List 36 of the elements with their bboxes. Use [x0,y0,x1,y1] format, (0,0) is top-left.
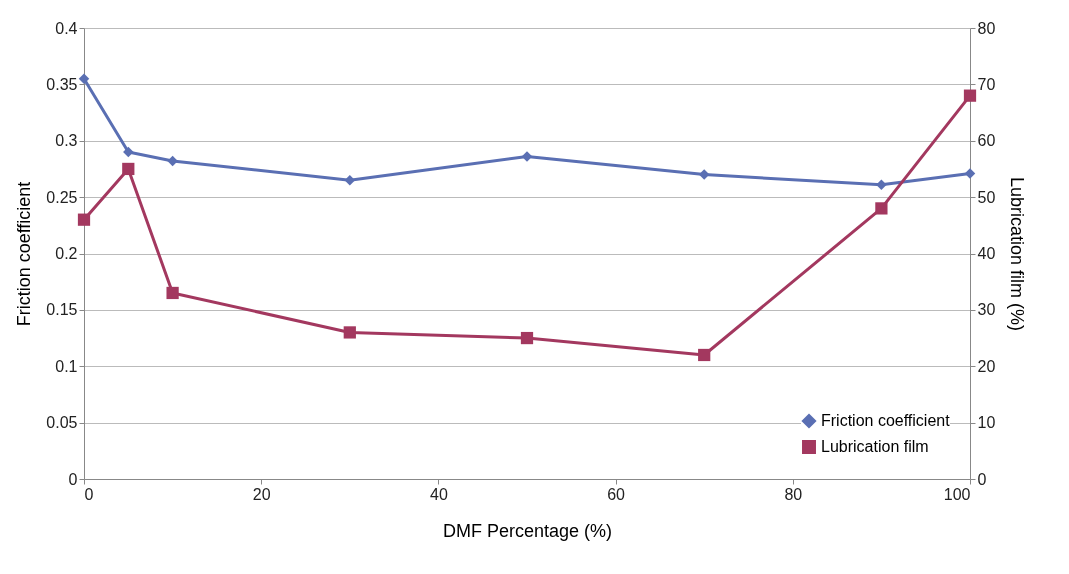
y2-tick-label: 10 [977,414,996,432]
y-tick-label: 0.3 [55,132,78,150]
y2-tick-label: 40 [977,245,996,262]
x-tick-label: 40 [430,485,448,503]
x-tick-label: 100 [943,485,971,503]
point [77,213,91,226]
y2-tick-label: 30 [977,301,996,319]
point [343,326,356,339]
legend-label: Friction coefficient [821,412,951,429]
y2-tick-label: 80 [977,19,996,37]
y-tick-label: 0.25 [46,188,78,206]
x-tick-label: 60 [607,485,626,503]
y-axis-title: Friction coefficient [14,181,35,327]
y-tick-label: 0.35 [46,75,78,93]
y-tick-label: 0.05 [46,414,78,432]
legend-label: Lubrication film [821,438,929,455]
x-tick-label: 80 [784,485,803,503]
y-tick-label: 0.15 [46,301,78,319]
point [698,348,711,362]
point [520,331,534,345]
y-tick-label: 0.2 [55,245,78,262]
point [166,286,179,300]
y2-tick-label: 20 [977,357,996,375]
point [963,89,977,102]
x-axis-title: DMF Percentage (%) [442,520,613,541]
y-tick-label: 0 [68,470,78,488]
y2-tick-label: 0 [977,470,987,488]
y2-tick-label: 60 [977,132,996,150]
y-tick-label: 0.1 [55,357,78,375]
x-tick-label: 0 [84,485,94,503]
y2-tick-label: 50 [977,188,996,206]
point [122,162,135,176]
y2-tick-label: 70 [977,75,996,93]
y2-axis-title: Lubrication film (%) [1007,176,1028,332]
x-tick-label: 20 [252,485,271,503]
y-tick-label: 0.4 [55,19,78,37]
